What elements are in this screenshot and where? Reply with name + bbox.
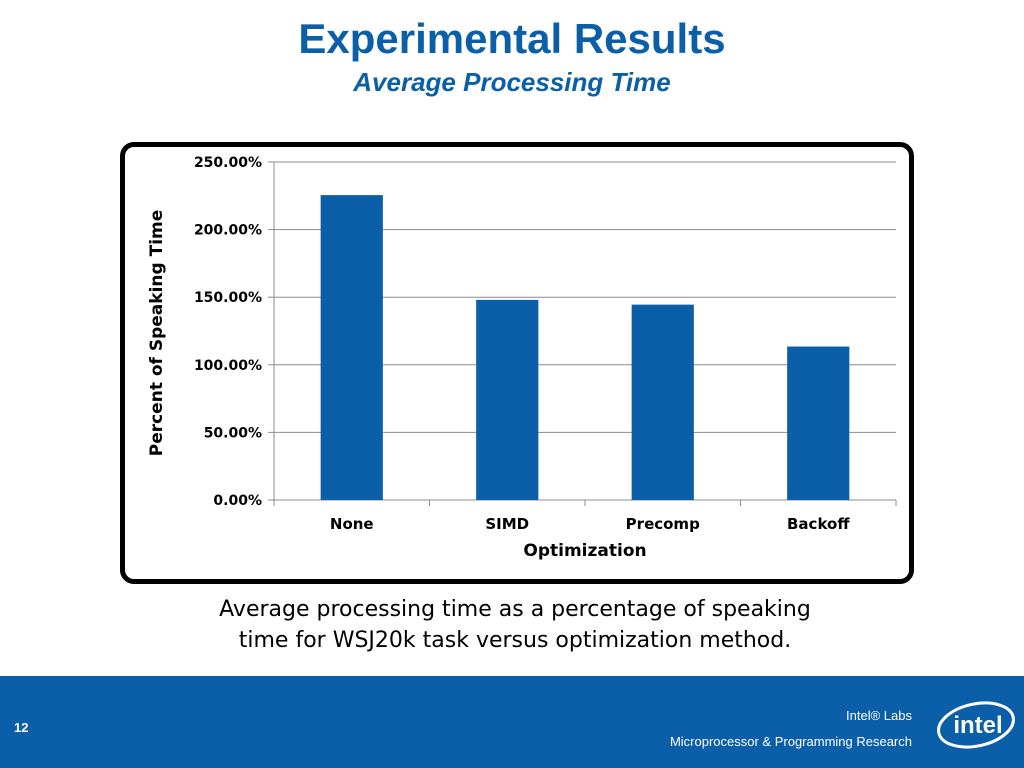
footer-lab-name: Intel® Labs — [846, 708, 912, 723]
x-tick-label: None — [330, 515, 374, 533]
chart-frame: 0.00% 50.00% 100.00% 150.00% 200.00% 250.00% N… — [120, 142, 914, 584]
intel-logo-text: intel — [953, 712, 1002, 739]
bar-chart: 0.00% 50.00% 100.00% 150.00% 200.00% 250.00% N… — [147, 155, 897, 561]
x-axis-title: Optimization — [523, 541, 646, 561]
y-tick-label: 150.00% — [194, 290, 262, 306]
slide-title: Experimental Results — [298, 15, 726, 62]
caption-line-2: time for WSJ20k task versus optimization… — [238, 628, 792, 653]
footer-group-name: Microprocessor & Programming Research — [669, 734, 912, 749]
y-tick-label: 50.00% — [204, 425, 262, 441]
bar — [787, 346, 850, 500]
chart-caption: Average processing time as a percentage … — [120, 594, 910, 656]
bar — [631, 304, 694, 500]
bar — [476, 299, 539, 500]
y-tick-label: 200.00% — [194, 223, 262, 239]
y-axis-title: Percent of Speaking Time — [147, 210, 167, 457]
x-tick-label: Backoff — [787, 515, 850, 533]
y-tick-label: 100.00% — [194, 358, 262, 374]
intel-logo: intel — [937, 701, 1015, 749]
slide-subtitle: Average Processing Time — [353, 67, 671, 97]
bar — [320, 195, 383, 500]
y-tick-label: 250.00% — [194, 155, 262, 171]
caption-line-1: Average processing time as a percentage … — [219, 597, 811, 622]
slide-number: 12 — [14, 720, 29, 735]
x-tick-label: Precomp — [626, 515, 700, 533]
footer-bar: 12 Intel® Labs Microprocessor & Programm… — [0, 676, 1024, 768]
y-tick-label: 0.00% — [213, 493, 262, 509]
x-tick-label: SIMD — [485, 515, 529, 533]
